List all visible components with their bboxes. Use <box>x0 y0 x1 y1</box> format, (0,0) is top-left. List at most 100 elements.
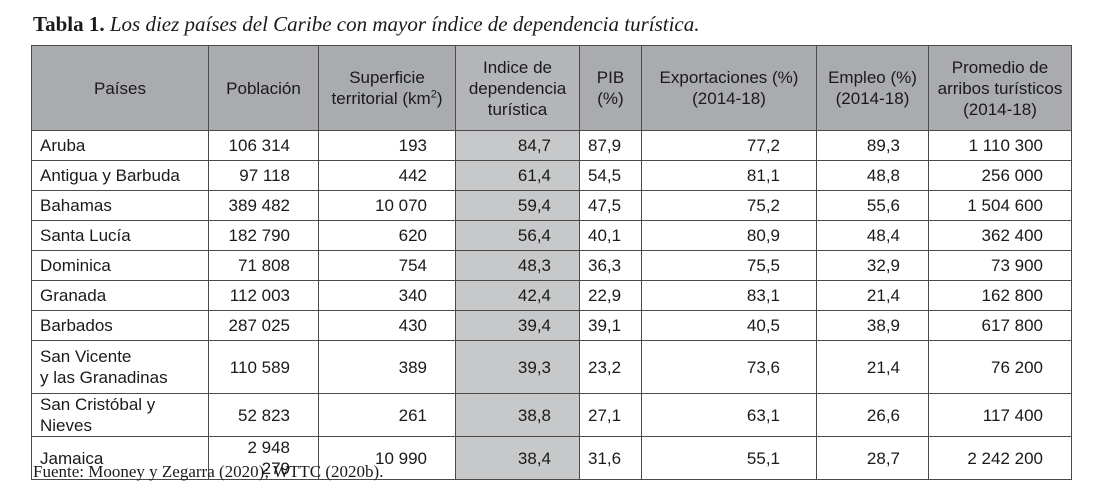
header-exportaciones: Exportaciones (%) (2014-18) <box>641 45 817 131</box>
cell-pais: Aruba <box>31 130 209 161</box>
cell-pib: 87,9 <box>579 130 642 161</box>
cell-exportaciones: 75,5 <box>641 250 817 281</box>
cell-empleo: 48,4 <box>816 220 929 251</box>
header-superficie-sup: 2 <box>430 88 437 101</box>
header-arribos: Promedio de arribos turísticos (2014-18) <box>928 45 1072 131</box>
cell-pais-line1: Dominica <box>40 256 111 275</box>
cell-indice: 39,3 <box>455 340 580 394</box>
cell-pib: 54,5 <box>579 160 642 191</box>
cell-exportaciones: 63,1 <box>641 393 817 437</box>
cell-pais-line1: Bahamas <box>40 196 112 215</box>
cell-empleo: 21,4 <box>816 280 929 311</box>
cell-pais: Barbados <box>31 310 209 341</box>
cell-indice: 42,4 <box>455 280 580 311</box>
header-indice: Indice de dependencia turística <box>455 45 580 131</box>
cell-empleo: 26,6 <box>816 393 929 437</box>
cell-empleo: 48,8 <box>816 160 929 191</box>
cell-empleo: 21,4 <box>816 340 929 394</box>
cell-indice: 84,7 <box>455 130 580 161</box>
cell-pib: 31,6 <box>579 436 642 480</box>
cell-pib: 36,3 <box>579 250 642 281</box>
caption-label: Tabla 1. <box>33 12 105 36</box>
cell-superficie: 754 <box>318 250 456 281</box>
cell-arribos: 1 504 600 <box>928 190 1072 221</box>
table-row: San Vicente y las Granadinas 110 589 389 39,… <box>31 340 1072 394</box>
cell-poblacion: 389 482 <box>208 190 319 221</box>
header-empleo: Empleo (%) (2014-18) <box>816 45 929 131</box>
cell-pib: 47,5 <box>579 190 642 221</box>
cell-poblacion: 52 823 <box>208 393 319 437</box>
cell-indice: 61,4 <box>455 160 580 191</box>
cell-superficie: 261 <box>318 393 456 437</box>
cell-pais-line1: San Cristóbal y Nieves <box>40 395 156 435</box>
cell-pais-line1: Antigua y Barbuda <box>40 166 180 185</box>
cell-pais: Antigua y Barbuda <box>31 160 209 191</box>
table-row: Dominica 71 808 754 48,3 36,3 75,5 32,9 73 900 <box>31 250 1072 281</box>
table-caption: Tabla 1. Los diez países del Caribe con … <box>33 12 700 37</box>
cell-exportaciones: 77,2 <box>641 130 817 161</box>
cell-pais: Bahamas <box>31 190 209 221</box>
cell-superficie: 10 990 <box>318 436 456 480</box>
header-superficie: Superficie territorial (km2) <box>318 45 456 131</box>
cell-pais: Santa Lucía <box>31 220 209 251</box>
cell-indice: 38,4 <box>455 436 580 480</box>
cell-empleo: 55,6 <box>816 190 929 221</box>
cell-arribos: 117 400 <box>928 393 1072 437</box>
cell-poblacion: 71 808 <box>208 250 319 281</box>
cell-poblacion: 112 003 <box>208 280 319 311</box>
source-note: Fuente: Mooney y Zegarra (2020); WTTC (2… <box>33 462 384 481</box>
cell-exportaciones: 80,9 <box>641 220 817 251</box>
table-row: Antigua y Barbuda 97 118 442 61,4 54,5 81,1 48… <box>31 160 1072 191</box>
cell-superficie: 430 <box>318 310 456 341</box>
cell-superficie: 340 <box>318 280 456 311</box>
cell-superficie: 389 <box>318 340 456 394</box>
cell-pib: 27,1 <box>579 393 642 437</box>
header-superficie-close: ) <box>436 89 443 108</box>
header-paises: Países <box>31 45 209 131</box>
cell-indice: 59,4 <box>455 190 580 221</box>
table-row: Bahamas 389 482 10 070 59,4 47,5 75,2 55,6 1 50… <box>31 190 1072 221</box>
cell-empleo: 38,9 <box>816 310 929 341</box>
cell-pais: Dominica <box>31 250 209 281</box>
cell-indice: 39,4 <box>455 310 580 341</box>
table-row: Barbados 287 025 430 39,4 39,1 40,5 38,9 617 80… <box>31 310 1072 341</box>
cell-arribos: 256 000 <box>928 160 1072 191</box>
cell-poblacion: 2 948 279 <box>208 436 319 480</box>
cell-arribos: 617 800 <box>928 310 1072 341</box>
cell-pais-line1: San Vicente <box>40 347 132 366</box>
header-pib: PIB (%) <box>579 45 642 131</box>
cell-indice: 38,8 <box>455 393 580 437</box>
cell-pais: Granada <box>31 280 209 311</box>
cell-pais: Jamaica <box>31 436 209 480</box>
cell-poblacion: 97 118 <box>208 160 319 191</box>
table-body: Aruba 106 314 193 84,7 87,9 77,2 89,3 1 110 300… <box>31 130 1072 480</box>
header-poblacion: Población <box>208 45 319 131</box>
cell-pib: 22,9 <box>579 280 642 311</box>
cell-indice: 48,3 <box>455 250 580 281</box>
cell-superficie: 442 <box>318 160 456 191</box>
header-row: Países Población Superficie territorial … <box>31 45 1072 131</box>
cell-indice: 56,4 <box>455 220 580 251</box>
cell-pais-line1: Aruba <box>40 136 86 155</box>
cell-arribos: 76 200 <box>928 340 1072 394</box>
cell-exportaciones: 55,1 <box>641 436 817 480</box>
cell-empleo: 28,7 <box>816 436 929 480</box>
cell-superficie: 620 <box>318 220 456 251</box>
cell-arribos: 2 242 200 <box>928 436 1072 480</box>
cell-pais-line1: Barbados <box>40 316 113 335</box>
header-superficie-text: Superficie territorial (km <box>331 68 431 108</box>
cell-exportaciones: 73,6 <box>641 340 817 394</box>
cell-pais-line1: Santa Lucía <box>40 226 131 245</box>
table-header: Países Población Superficie territorial … <box>31 45 1072 131</box>
cell-superficie: 10 070 <box>318 190 456 221</box>
cell-exportaciones: 83,1 <box>641 280 817 311</box>
cell-superficie: 193 <box>318 130 456 161</box>
caption-title: Los diez países del Caribe con mayor índ… <box>109 12 700 36</box>
cell-arribos: 362 400 <box>928 220 1072 251</box>
cell-pais: San Cristóbal y Nieves <box>31 393 209 437</box>
cell-empleo: 89,3 <box>816 130 929 161</box>
cell-exportaciones: 81,1 <box>641 160 817 191</box>
table-row: Jamaica 2 948 279 10 990 38,4 31,6 55,1 28,7 2 … <box>31 436 1072 480</box>
cell-empleo: 32,9 <box>816 250 929 281</box>
cell-pais-line1: Granada <box>40 286 107 305</box>
